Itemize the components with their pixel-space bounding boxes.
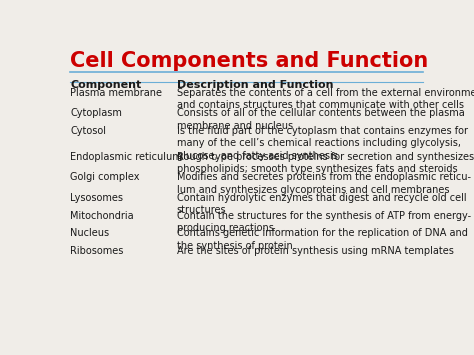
Text: Description and Function: Description and Function: [177, 80, 333, 89]
Text: Cell Components and Function: Cell Components and Function: [70, 51, 428, 71]
Text: Plasma membrane: Plasma membrane: [70, 88, 162, 98]
Text: Golgi complex: Golgi complex: [70, 173, 140, 182]
Text: Is the fluid part of the cytoplasm that contains enzymes for
many of the cell’s : Is the fluid part of the cytoplasm that …: [177, 126, 468, 161]
Text: Mitochondria: Mitochondria: [70, 211, 134, 221]
Text: Cytosol: Cytosol: [70, 126, 106, 136]
Text: Contains genetic information for the replication of DNA and
the synthesis of pro: Contains genetic information for the rep…: [177, 229, 468, 251]
Text: Separates the contents of a cell from the external environment
and contains stru: Separates the contents of a cell from th…: [177, 88, 474, 110]
Text: Nucleus: Nucleus: [70, 229, 109, 239]
Text: Endoplasmic reticulum: Endoplasmic reticulum: [70, 152, 182, 162]
Text: Are the sites of protein synthesis using mRNA templates: Are the sites of protein synthesis using…: [177, 246, 454, 256]
Text: Cytoplasm: Cytoplasm: [70, 108, 122, 118]
Text: Component: Component: [70, 80, 142, 89]
Text: Lysosomes: Lysosomes: [70, 193, 123, 203]
Text: Modifies and secretes proteins from the endoplasmic reticu-
lum and synthesizes : Modifies and secretes proteins from the …: [177, 173, 471, 195]
Text: Contain the structures for the synthesis of ATP from energy-
producing reactions: Contain the structures for the synthesis…: [177, 211, 471, 233]
Text: Contain hydrolytic enzymes that digest and recycle old cell
structures: Contain hydrolytic enzymes that digest a…: [177, 193, 466, 215]
Text: Ribosomes: Ribosomes: [70, 246, 124, 256]
Text: Consists of all of the cellular contents between the plasma
membrane and nucleus: Consists of all of the cellular contents…: [177, 108, 465, 131]
Text: Rough type processes proteins for secretion and synthesizes
phospholipids; smoot: Rough type processes proteins for secret…: [177, 152, 474, 174]
